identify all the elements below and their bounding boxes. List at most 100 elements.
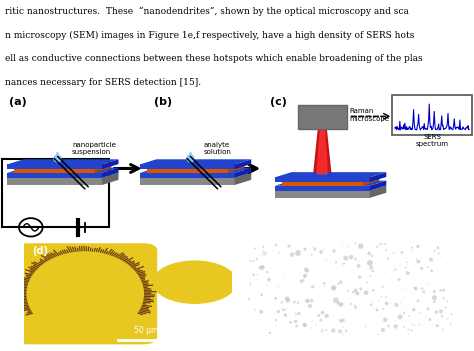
Point xyxy=(292,319,300,324)
Point xyxy=(362,324,369,329)
Point xyxy=(392,318,399,323)
Point xyxy=(402,306,410,312)
FancyBboxPatch shape xyxy=(13,243,157,344)
Point xyxy=(414,244,421,250)
Point xyxy=(445,329,452,335)
Point xyxy=(251,246,259,251)
Point xyxy=(264,283,271,288)
Point xyxy=(250,273,257,279)
Point xyxy=(311,246,319,252)
Point xyxy=(272,242,280,248)
Point xyxy=(330,248,338,254)
Point xyxy=(396,314,404,320)
Polygon shape xyxy=(102,159,118,169)
Point xyxy=(395,277,403,282)
Point xyxy=(249,258,257,264)
Text: Raman
microscope: Raman microscope xyxy=(350,108,390,122)
Polygon shape xyxy=(14,164,111,169)
Point xyxy=(412,323,419,329)
Point xyxy=(420,289,428,294)
Point xyxy=(380,283,387,288)
Point xyxy=(374,307,381,313)
Point xyxy=(319,310,326,316)
Point xyxy=(369,268,376,274)
Point xyxy=(279,273,287,279)
Polygon shape xyxy=(140,164,235,169)
Point xyxy=(410,275,418,280)
Point xyxy=(424,306,431,312)
Point xyxy=(257,309,265,314)
Point xyxy=(266,330,274,336)
Point xyxy=(332,259,340,265)
Point xyxy=(255,252,263,258)
Point xyxy=(431,299,438,305)
Polygon shape xyxy=(235,168,251,178)
Point xyxy=(415,259,422,264)
Point xyxy=(364,280,371,285)
Text: n microscopy (SEM) images in Figure 1e,f respectively, have a high density of SE: n microscopy (SEM) images in Figure 1e,f… xyxy=(5,31,414,40)
Point xyxy=(426,317,434,323)
Point xyxy=(337,318,345,324)
Point xyxy=(431,248,438,254)
Point xyxy=(438,287,446,293)
Point xyxy=(438,309,445,314)
Point xyxy=(435,251,443,256)
Point xyxy=(430,321,438,327)
Point xyxy=(352,256,359,262)
Point xyxy=(350,289,357,295)
Point xyxy=(253,272,261,277)
Point xyxy=(301,322,309,328)
Point xyxy=(308,252,316,258)
Point xyxy=(320,328,328,333)
Point xyxy=(379,327,387,333)
Point xyxy=(367,265,375,270)
Polygon shape xyxy=(7,164,102,169)
Point xyxy=(275,250,283,256)
Point xyxy=(337,279,345,285)
Point xyxy=(332,289,339,294)
Point xyxy=(357,286,365,292)
Bar xyxy=(2,159,109,227)
Point xyxy=(258,265,266,271)
Point xyxy=(331,286,338,292)
Point xyxy=(390,268,398,273)
Point xyxy=(439,326,447,332)
Polygon shape xyxy=(275,177,370,182)
Point xyxy=(379,284,386,290)
Polygon shape xyxy=(140,168,251,173)
Point xyxy=(329,328,337,333)
Point xyxy=(340,261,348,266)
Point xyxy=(271,310,279,316)
Point xyxy=(339,325,347,330)
Point xyxy=(250,272,257,278)
Point xyxy=(304,298,311,304)
Text: 1 μm: 1 μm xyxy=(389,326,409,335)
Point xyxy=(404,270,411,276)
Point xyxy=(331,285,338,290)
Bar xyxy=(392,95,472,135)
Polygon shape xyxy=(147,169,228,173)
Point xyxy=(259,264,266,270)
Point xyxy=(301,273,309,278)
Bar xyxy=(298,105,347,129)
Polygon shape xyxy=(7,159,118,164)
Point xyxy=(447,311,455,317)
Point xyxy=(396,262,404,268)
Point xyxy=(309,284,317,290)
Point xyxy=(422,314,429,320)
Point xyxy=(369,287,377,293)
Polygon shape xyxy=(140,178,235,185)
Point xyxy=(258,292,265,298)
Point xyxy=(368,253,376,259)
Text: 50 μm: 50 μm xyxy=(134,326,158,335)
Point xyxy=(279,299,287,305)
Point xyxy=(279,307,287,312)
Polygon shape xyxy=(275,181,386,186)
Polygon shape xyxy=(140,173,251,178)
Polygon shape xyxy=(102,173,118,185)
Point xyxy=(444,316,452,321)
Text: nanoparticle
suspension: nanoparticle suspension xyxy=(72,141,116,155)
Polygon shape xyxy=(235,159,251,169)
Point xyxy=(246,258,254,264)
Point xyxy=(252,293,260,299)
